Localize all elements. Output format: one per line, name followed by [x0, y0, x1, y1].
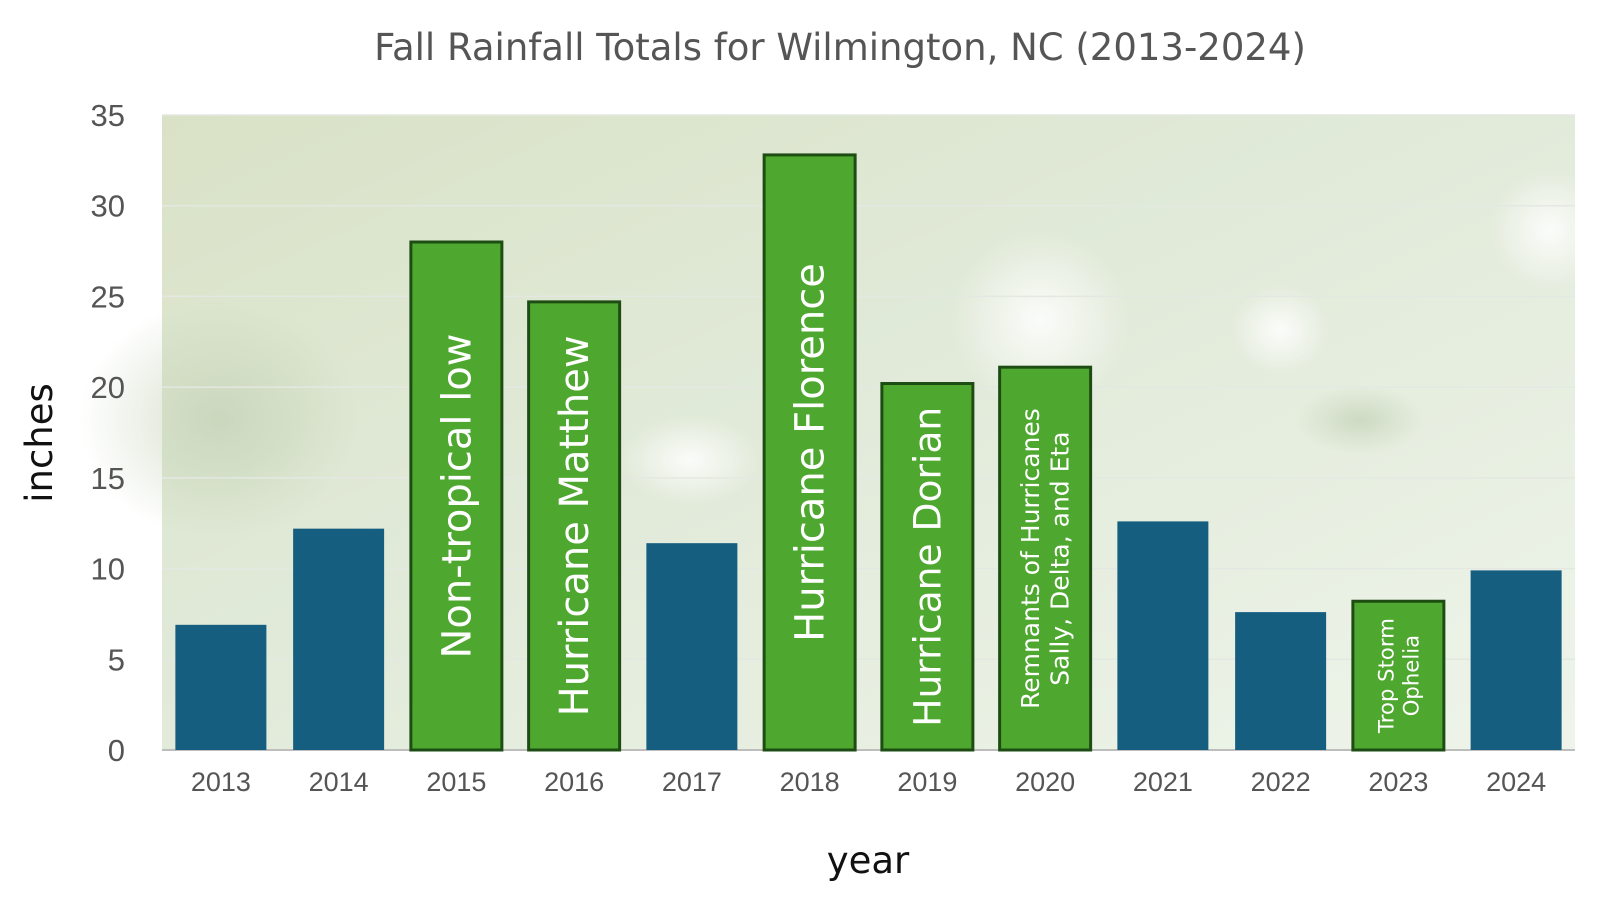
bar-2018: Hurricane Florence	[762, 153, 857, 752]
bar-rect	[880, 382, 975, 752]
bar-rect	[998, 365, 1093, 752]
bar-2020: Remnants of Hurricanes Sally, Delta, and …	[998, 365, 1093, 752]
x-tick-label: 2019	[897, 767, 957, 797]
bar-2014	[293, 528, 385, 750]
bar-2021	[1117, 521, 1209, 750]
x-tick-label: 2014	[309, 767, 369, 797]
bar-annotation: Sally, Delta, and Eta	[1046, 431, 1075, 685]
bar-2024	[1470, 570, 1562, 750]
x-tick-label: 2022	[1251, 767, 1311, 797]
x-tick-label: 2023	[1368, 767, 1428, 797]
bar-2017	[646, 543, 738, 750]
bar-rect	[646, 543, 738, 750]
x-tick-label: 2021	[1133, 767, 1193, 797]
bar-annotation: Trop Storm	[1373, 618, 1398, 734]
bars: Non-tropical low Hurricane Matthew Hurrica…	[175, 153, 1562, 752]
bar-annotation: Hurricane Matthew	[552, 335, 598, 716]
x-tick-label: 2020	[1015, 767, 1075, 797]
x-axis-ticks: 2013 2014 2015 2016 2017 2018 2019 2020 2021 2022…	[191, 767, 1546, 797]
bar-rect	[1235, 612, 1327, 750]
bar-rect	[1117, 521, 1209, 750]
bar-rect	[1351, 599, 1446, 752]
bar-rect	[175, 624, 267, 750]
bar-2016: Hurricane Matthew	[527, 300, 622, 752]
x-tick-label: 2024	[1486, 767, 1546, 797]
bar-2023: Trop Storm Ophelia	[1351, 599, 1446, 752]
y-tick-label: 35	[91, 98, 125, 133]
y-tick-label: 0	[108, 733, 125, 768]
y-tick-label: 15	[91, 461, 125, 496]
bar-annotation: Hurricane Dorian	[906, 407, 950, 727]
x-tick-label: 2015	[426, 767, 486, 797]
plot-background	[80, 115, 1600, 750]
bar-2019: Hurricane Dorian	[880, 382, 975, 752]
y-tick-label: 30	[91, 189, 125, 224]
y-axis-ticks: 0 5 10 15 20 25 30 35	[91, 98, 125, 768]
bar-rect	[409, 240, 504, 752]
y-tick-label: 10	[91, 552, 125, 587]
y-tick-label: 25	[91, 279, 125, 314]
x-axis-label: year	[827, 839, 910, 882]
bar-rect	[527, 300, 622, 752]
bar-rect	[293, 528, 385, 750]
bar-rect	[762, 153, 857, 752]
bar-2022	[1235, 612, 1327, 750]
y-tick-label: 5	[108, 642, 125, 677]
bar-annotation: Ophelia	[1398, 635, 1423, 716]
y-tick-label: 20	[91, 370, 125, 405]
bar-annotation: Hurricane Florence	[788, 263, 834, 642]
x-tick-label: 2018	[780, 767, 840, 797]
chart-title: Fall Rainfall Totals for Wilmington, NC …	[374, 26, 1306, 69]
bar-rect	[1470, 570, 1562, 750]
bar-2015: Non-tropical low	[409, 240, 504, 752]
x-tick-label: 2013	[191, 767, 251, 797]
x-tick-label: 2016	[544, 767, 604, 797]
bar-2013	[175, 624, 267, 750]
bar-annotation: Remnants of Hurricanes	[1016, 408, 1045, 709]
gridlines	[162, 114, 1575, 751]
y-axis-label: inches	[18, 383, 61, 503]
bar-annotation: Non-tropical low	[434, 333, 480, 658]
x-tick-label: 2017	[662, 767, 722, 797]
